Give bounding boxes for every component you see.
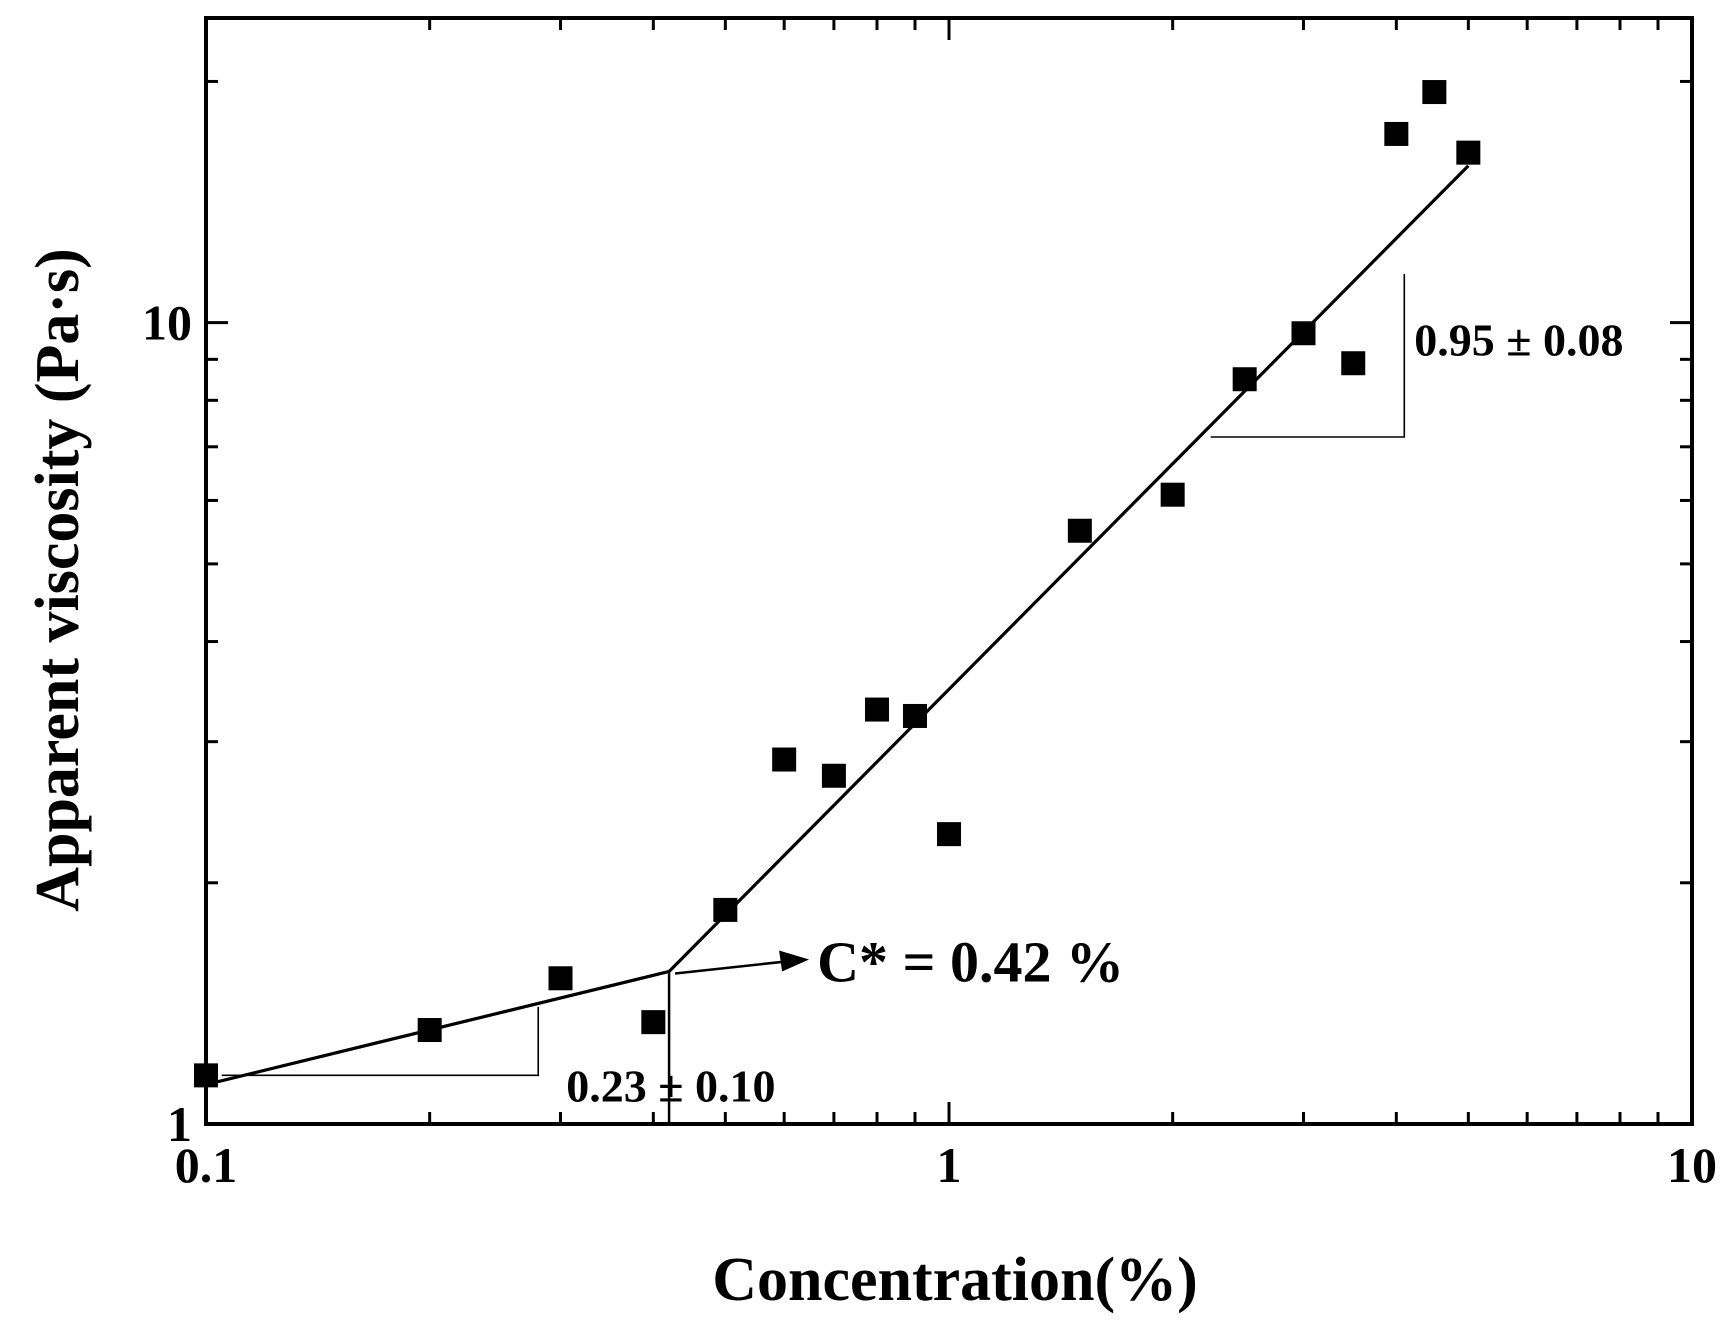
slope-label: 0.23 ± 0.10 xyxy=(566,1060,775,1111)
y-tick-label: 1 xyxy=(167,1096,192,1152)
slope-triangle xyxy=(1210,274,1406,438)
critical-concentration-label: C* = 0.42 % xyxy=(817,929,1124,994)
data-point xyxy=(1291,321,1316,346)
slope-triangles-layer: 0.23 ± 0.10 0.95 ± 0.08 xyxy=(221,274,1624,1111)
x-tick-label: 1 xyxy=(937,1137,962,1193)
data-point xyxy=(821,763,846,788)
x-axis-title: Concentration(%) xyxy=(712,1246,1198,1314)
y-axis-title: Apparent viscosity (Pa·s) xyxy=(24,248,92,912)
data-point xyxy=(1422,80,1447,105)
data-point xyxy=(1160,482,1185,507)
data-points-layer xyxy=(194,80,1481,1088)
data-point xyxy=(1456,140,1481,165)
data-point xyxy=(864,697,889,722)
data-point xyxy=(1341,351,1366,376)
data-point xyxy=(417,1018,442,1043)
data-point xyxy=(1232,367,1257,392)
y-tick-label: 10 xyxy=(142,295,192,351)
slope-label: 0.95 ± 0.08 xyxy=(1414,314,1623,365)
fit-line xyxy=(667,164,1470,973)
x-tick-label: 0.1 xyxy=(175,1137,238,1193)
data-point xyxy=(1384,121,1409,146)
x-tick-label: 10 xyxy=(1667,1137,1717,1193)
data-point xyxy=(1067,518,1092,543)
slope-triangle xyxy=(221,1006,540,1077)
data-point xyxy=(548,966,573,991)
data-point xyxy=(641,1010,666,1035)
data-point xyxy=(713,897,738,922)
annotations-layer: C* = 0.42 % xyxy=(667,929,1124,1124)
data-point xyxy=(772,747,797,772)
data-point xyxy=(903,703,928,728)
annotation-arrow xyxy=(674,959,796,975)
data-point xyxy=(194,1063,218,1088)
arrow-head xyxy=(779,950,810,972)
data-point xyxy=(937,822,961,847)
